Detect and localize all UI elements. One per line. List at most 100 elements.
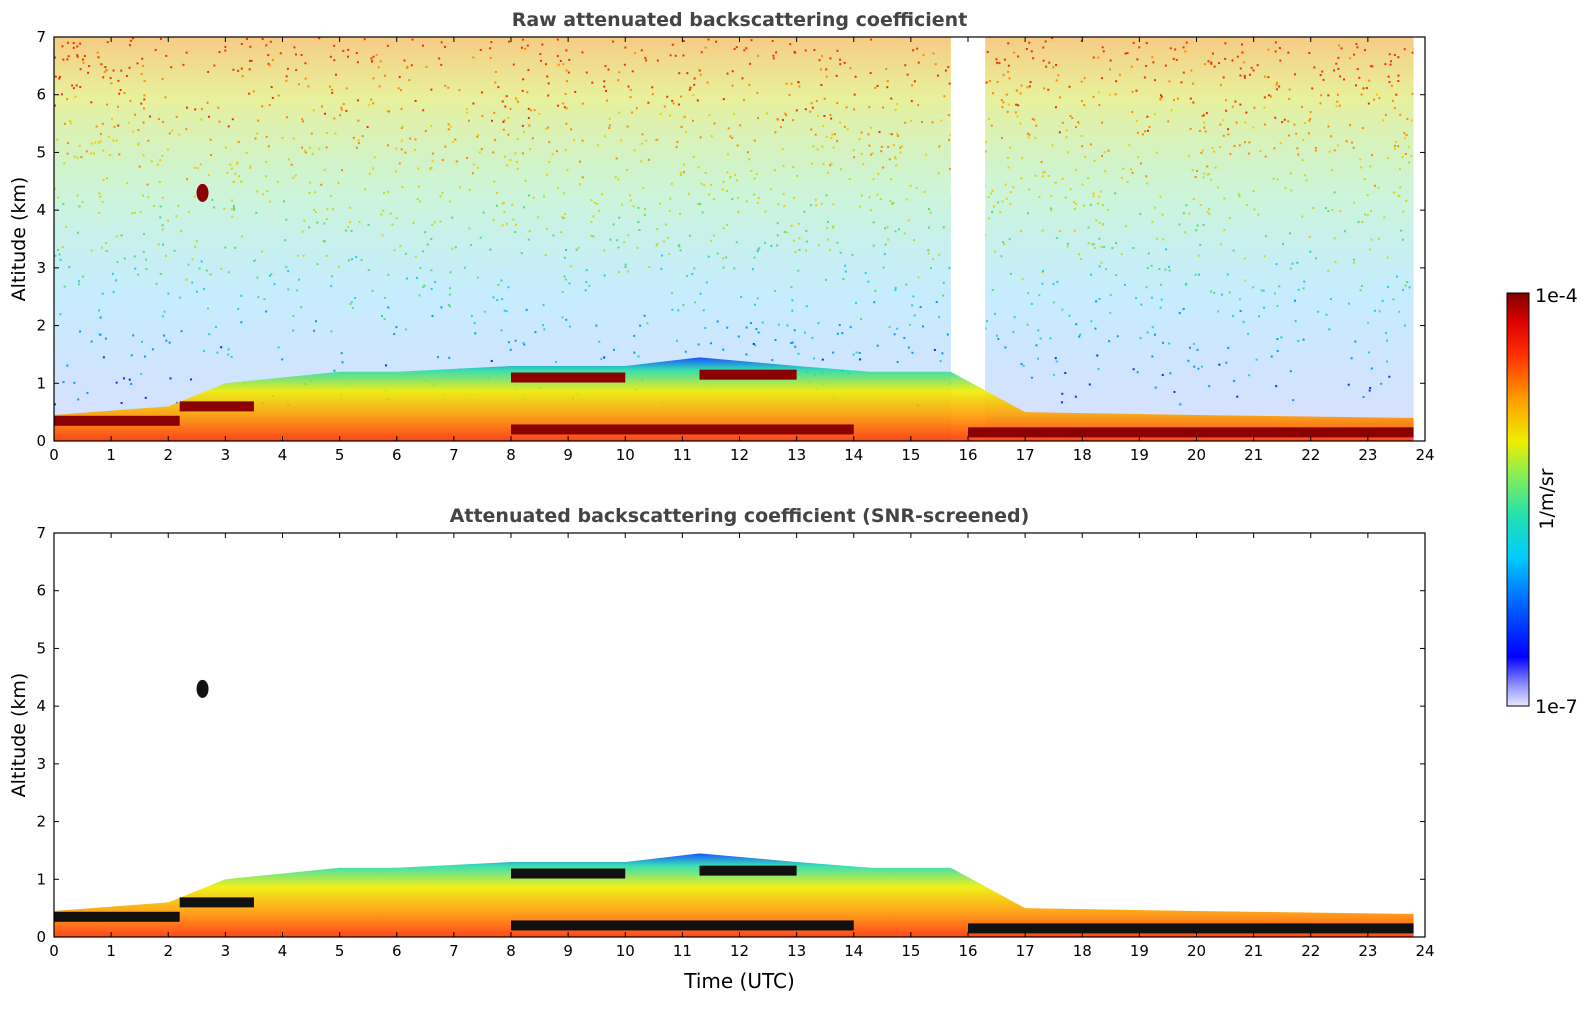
noise-dot [54,104,57,107]
noise-dot [1354,340,1357,343]
noise-dot [573,139,576,142]
noise-dot [78,205,81,208]
noise-dot [77,398,80,401]
noise-dot [1250,66,1253,69]
noise-dot [115,279,118,282]
strong-layer [699,865,797,876]
noise-dot [316,263,319,266]
noise-dot [542,304,545,307]
noise-dot [805,229,808,232]
noise-dot [490,360,493,363]
noise-dot [656,138,659,141]
noise-dot [61,246,64,249]
noise-dot [1049,337,1052,340]
noise-dot [387,273,390,276]
noise-dot [1210,62,1213,65]
noise-dot [165,339,168,342]
noise-dot [429,168,432,171]
noise-dot [1302,287,1305,290]
noise-dot [69,120,72,123]
noise-dot [710,183,713,186]
noise-dot [1151,56,1154,59]
noise-dot [1050,194,1053,197]
noise-dot [922,54,925,57]
noise-dot [267,145,270,148]
noise-dot [928,208,931,211]
noise-dot [605,99,608,102]
x-tick-label: 17 [1016,446,1035,464]
noise-dot [736,144,739,147]
noise-dot [700,182,703,185]
noise-dot [1389,63,1392,66]
noise-dot [1075,168,1078,171]
noise-dot [1021,156,1024,159]
noise-dot [590,234,593,237]
noise-dot [1145,286,1148,289]
noise-dot [886,226,889,229]
noise-dot [340,108,343,111]
noise-dot [347,259,350,262]
noise-dot [1192,197,1195,200]
noise-dot [71,84,74,87]
noise-dot [697,343,700,346]
noise-dot [949,167,952,170]
noise-dot [707,255,710,258]
noise-dot [1061,308,1064,311]
noise-dot [639,324,642,327]
noise-dot [140,372,143,375]
noise-dot [1131,110,1134,113]
noise-dot [218,51,221,54]
noise-dot [132,37,135,40]
noise-dot [193,166,196,169]
noise-dot [81,200,84,203]
noise-dot [168,341,171,344]
noise-dot [1208,212,1211,215]
noise-dot [500,329,503,332]
noise-dot [357,142,360,145]
noise-dot [265,44,268,47]
noise-dot [304,151,307,154]
noise-dot [917,61,920,64]
noise-dot [736,179,739,182]
noise-dot [500,279,503,282]
noise-dot [565,49,568,52]
noise-dot [411,38,414,41]
noise-dot [1100,77,1103,80]
noise-dot [1197,254,1200,257]
noise-dot [797,269,800,272]
noise-dot [489,47,492,50]
noise-dot [907,219,910,222]
noise-dot [1065,129,1068,132]
noise-dot [874,289,877,292]
noise-dot [512,218,515,221]
noise-dot [323,112,326,115]
noise-dot [817,322,820,325]
noise-dot [385,364,388,367]
noise-dot [947,66,950,69]
noise-dot [655,244,658,247]
noise-dot [1200,365,1203,368]
noise-dot [1075,323,1078,326]
strong-layer [699,369,797,380]
noise-dot [1019,230,1022,233]
noise-dot [366,125,369,128]
noise-dot [120,234,123,237]
noise-dot [794,51,797,54]
noise-dot [1061,121,1064,124]
x-tick-label: 7 [449,942,459,960]
noise-dot [740,296,743,299]
noise-dot [414,138,417,141]
noise-dot [333,59,336,62]
noise-dot [1260,289,1263,292]
noise-dot [999,211,1002,214]
noise-dot [98,192,101,195]
noise-dot [1359,158,1362,161]
noise-dot [524,47,527,50]
elevated-feature [196,679,209,698]
noise-dot [468,188,471,191]
noise-dot [1047,88,1050,91]
noise-dot [1284,186,1287,189]
noise-dot [1118,73,1121,76]
noise-dot [776,244,779,247]
noise-dot [543,328,546,331]
